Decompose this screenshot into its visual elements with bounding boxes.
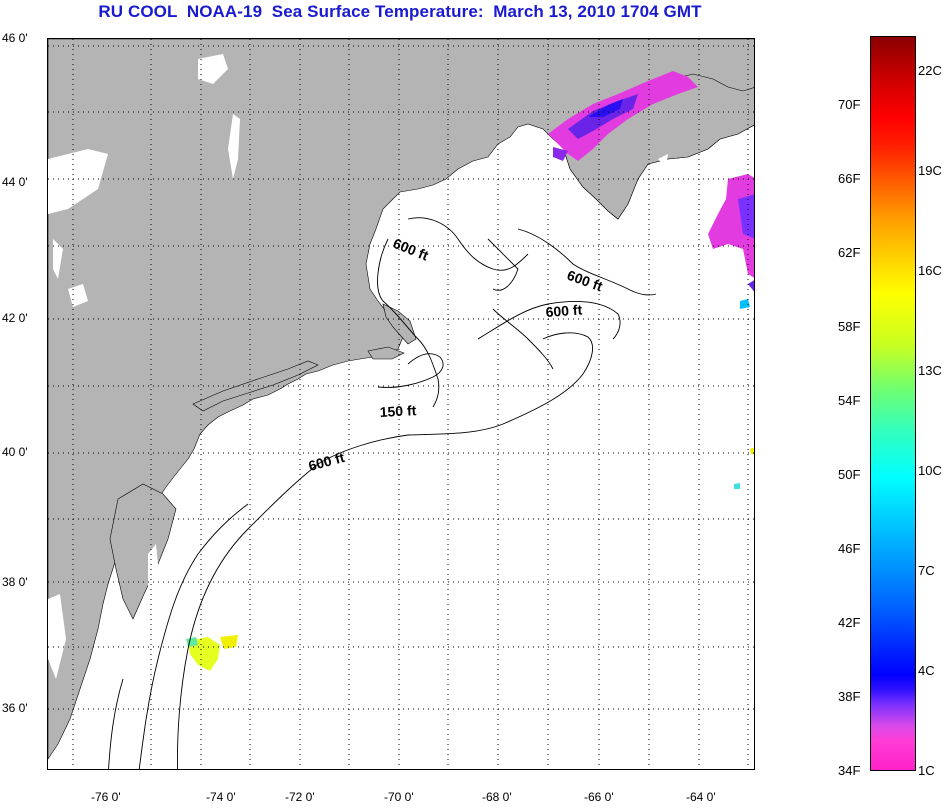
lon-label-72: -72 0' <box>285 790 315 804</box>
colorbar-label-1c: 1C <box>918 763 935 778</box>
colorbar-label-7c: 7C <box>918 563 935 578</box>
colorbar-label-58f: 58F <box>838 319 861 334</box>
colorbar-label-4c: 4C <box>918 663 935 678</box>
colorbar-label-38f: 38F <box>838 689 861 704</box>
land-long-island <box>192 360 319 412</box>
temperature-colorbar <box>870 36 916 771</box>
contour-600ft-shelf <box>177 332 594 769</box>
depth-contours <box>108 217 657 769</box>
lon-label-64: -64 0' <box>686 790 716 804</box>
land-islands <box>367 346 405 360</box>
contour-600ft-georges <box>477 301 621 340</box>
sst-patch-bay-of-fundy <box>548 71 698 161</box>
lat-label-44: 44 0' <box>2 175 28 189</box>
lon-label-68: -68 0' <box>482 790 512 804</box>
lat-label-40: 40 0' <box>2 445 28 459</box>
colorbar-label-62f: 62F <box>838 245 861 260</box>
lon-label-66: -66 0' <box>584 790 614 804</box>
inland-water <box>48 54 668 679</box>
colorbar-label-46f: 46F <box>838 541 861 556</box>
colorbar-label-70f: 70F <box>838 97 861 112</box>
contour-label-150ft: 150 ft <box>379 402 417 420</box>
lat-label-38: 38 0' <box>2 575 28 589</box>
colorbar-label-22c: 22C <box>918 63 942 78</box>
colorbar-label-66f: 66F <box>838 171 861 186</box>
sst-map[interactable]: 600 ft 600 ft 600 ft 150 ft 600 ft <box>47 38 755 770</box>
lat-label-36: 36 0' <box>2 701 28 715</box>
colorbar-label-50f: 50F <box>838 467 861 482</box>
colorbar-label-13c: 13C <box>918 363 942 378</box>
lon-label-70: -70 0' <box>384 790 414 804</box>
colorbar-label-42f: 42F <box>838 615 861 630</box>
contour-600ft-gulf <box>377 238 440 408</box>
lat-label-46: 46 0' <box>2 31 28 45</box>
lon-label-74: -74 0' <box>206 790 236 804</box>
contour-600ft-scotian <box>517 228 657 296</box>
colorbar-label-10c: 10C <box>918 463 942 478</box>
lon-label-76: -76 0' <box>91 790 121 804</box>
sst-patch-offshore <box>188 637 220 671</box>
colorbar-label-16c: 16C <box>918 263 942 278</box>
lat-label-42: 42 0' <box>2 311 28 325</box>
contour-label-600ft-georges: 600 ft <box>545 301 583 320</box>
grid-lines <box>48 39 754 769</box>
colorbar-label-54f: 54F <box>838 393 861 408</box>
map-title: RU COOL NOAA-19 Sea Surface Temperature:… <box>98 2 702 21</box>
contour-label-600ft-gulf: 600 ft <box>391 235 431 264</box>
colorbar-label-34f: 34F <box>838 763 861 778</box>
contour-label-600ft-shelf: 600 ft <box>307 449 347 474</box>
contour-150ft <box>377 353 444 388</box>
map-canvas: 600 ft 600 ft 600 ft 150 ft 600 ft <box>48 39 754 769</box>
land-delmarva <box>109 483 177 620</box>
colorbar-label-19c: 19C <box>918 163 942 178</box>
